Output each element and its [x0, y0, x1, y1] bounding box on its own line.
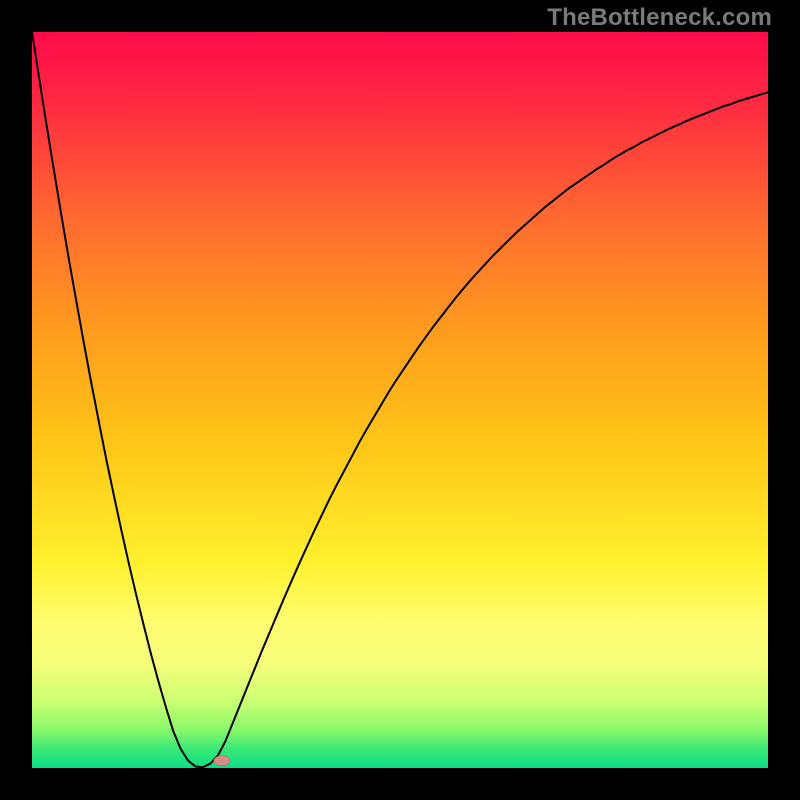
dip-marker — [214, 756, 230, 766]
plot-svg — [32, 32, 768, 768]
watermark-text: TheBottleneck.com — [547, 4, 772, 32]
chart-frame: TheBottleneck.com — [0, 0, 800, 800]
gradient-background — [32, 32, 768, 768]
plot-area — [32, 32, 768, 768]
